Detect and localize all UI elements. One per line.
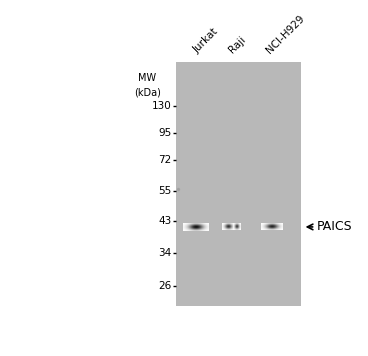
Text: (kDa): (kDa) [134, 88, 161, 98]
Text: PAICS: PAICS [317, 220, 353, 234]
Bar [176, 62, 301, 306]
Text: 34: 34 [158, 248, 171, 258]
Text: 55: 55 [158, 186, 171, 196]
Text: Jurkat: Jurkat [191, 26, 220, 55]
Text: 26: 26 [158, 281, 171, 291]
Text: Raji: Raji [227, 35, 248, 55]
Text: MW: MW [138, 73, 156, 83]
Text: NCI-H929: NCI-H929 [264, 13, 306, 55]
Text: 95: 95 [158, 128, 171, 138]
Text: 130: 130 [152, 101, 171, 111]
Text: 72: 72 [158, 155, 171, 165]
Text: 43: 43 [158, 216, 171, 226]
